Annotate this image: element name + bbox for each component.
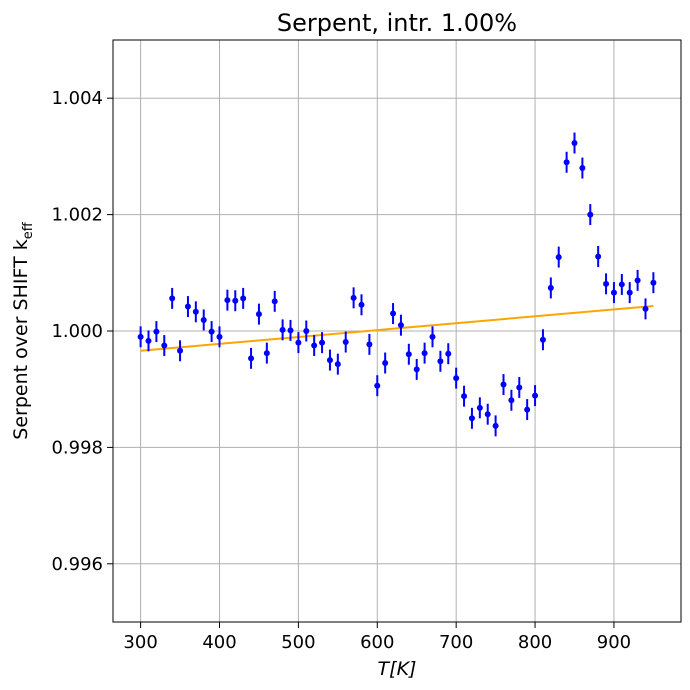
ticks-layer: 300 400 500 600 700 800 900 0.996 0.998 1.000 1.00… <box>51 88 631 653</box>
data-point <box>437 358 444 365</box>
y-axis-label-subscript: eff <box>21 221 36 239</box>
y-tick-label: 0.996 <box>51 554 103 575</box>
x-tick-label: 600 <box>360 632 394 653</box>
data-point <box>539 336 546 343</box>
data-point <box>216 333 223 340</box>
data-point <box>555 254 562 261</box>
fit-line-layer <box>140 304 654 352</box>
data-point <box>547 284 554 291</box>
data-point <box>350 294 357 301</box>
data-point <box>453 375 460 382</box>
grid-lines <box>113 40 681 622</box>
data-point <box>413 366 420 373</box>
x-axis-label: T[K] <box>378 658 417 680</box>
fit-line <box>140 304 654 352</box>
data-point <box>137 333 144 340</box>
y-axis-label-main: Serpent over SHIFT k <box>10 239 32 439</box>
data-point <box>610 289 617 296</box>
data-point <box>445 350 452 357</box>
data-point <box>224 297 231 304</box>
data-point <box>421 350 428 357</box>
data-point <box>319 339 326 346</box>
x-tick-label: 400 <box>202 632 236 653</box>
chart-title: Serpent, intr. 1.00% <box>277 9 517 37</box>
data-point <box>358 301 365 308</box>
data-point <box>169 295 176 302</box>
data-point <box>579 165 586 172</box>
y-tick-label: 1.002 <box>51 205 103 226</box>
y-tick-label: 0.998 <box>51 437 103 458</box>
x-tick-label: 800 <box>518 632 552 653</box>
data-point <box>295 339 302 346</box>
data-point <box>232 297 239 304</box>
data-point <box>263 350 270 357</box>
data-point <box>532 392 539 399</box>
data-point <box>374 382 381 389</box>
data-point <box>366 341 373 348</box>
data-point <box>484 411 491 418</box>
data-point <box>326 357 333 364</box>
data-point <box>255 311 262 318</box>
data-point <box>397 322 404 329</box>
data-point <box>571 140 578 147</box>
data-point <box>603 280 610 287</box>
data-point <box>429 333 436 340</box>
data-point <box>342 339 349 346</box>
data-point <box>626 289 633 296</box>
data-point <box>650 279 657 286</box>
x-tick-label: 300 <box>123 632 157 653</box>
data-point <box>390 310 397 317</box>
x-tick-label: 500 <box>281 632 315 653</box>
data-point <box>634 277 641 284</box>
data-point <box>184 303 191 310</box>
data-point <box>563 159 570 166</box>
data-point <box>311 342 318 349</box>
data-point <box>161 342 168 349</box>
data-point <box>382 360 389 367</box>
y-tick-label: 1.000 <box>51 321 103 342</box>
data-point <box>177 347 184 354</box>
data-point <box>145 337 152 344</box>
data-point <box>208 328 215 335</box>
data-point <box>468 415 475 422</box>
data-point <box>524 406 531 413</box>
data-point <box>595 253 602 260</box>
data-points-layer <box>137 132 657 437</box>
data-point <box>516 384 523 391</box>
data-point <box>334 361 341 368</box>
data-point <box>461 393 468 400</box>
data-point <box>508 397 515 404</box>
data-point <box>500 381 507 388</box>
data-point <box>618 281 625 288</box>
data-point <box>271 298 278 305</box>
data-point <box>642 305 649 312</box>
data-point <box>240 295 247 302</box>
data-point <box>405 351 412 358</box>
data-point <box>287 327 294 334</box>
data-point <box>303 328 310 334</box>
x-tick-label: 700 <box>439 632 473 653</box>
data-point <box>153 328 160 335</box>
y-axis-label: Serpent over SHIFT keff <box>10 221 36 439</box>
data-point <box>192 308 199 315</box>
data-point <box>279 326 286 333</box>
data-point <box>200 316 207 323</box>
data-point <box>587 211 594 218</box>
data-point <box>492 422 499 429</box>
data-point <box>476 404 483 411</box>
x-tick-label: 900 <box>597 632 631 653</box>
data-point <box>248 355 255 362</box>
y-tick-label: 1.004 <box>51 88 103 109</box>
